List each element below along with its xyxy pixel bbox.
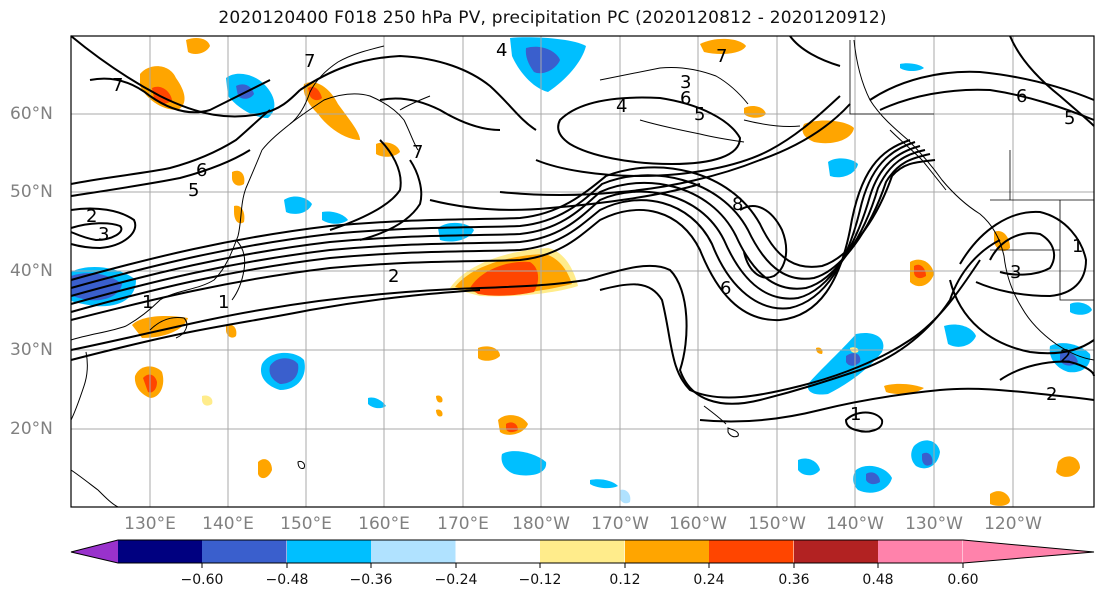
lon-label: 140°W (826, 514, 884, 534)
colorbar-segment (287, 540, 372, 563)
lon-label: 120°W (984, 514, 1042, 534)
lon-label: 160°E (358, 514, 410, 534)
contour-label: 6 (720, 278, 731, 299)
lat-label: 20°N (10, 419, 53, 439)
contour-label: 5 (694, 104, 705, 125)
contour-label: 2 (86, 206, 97, 227)
lon-label: 140°E (202, 514, 254, 534)
contour-label: 7 (716, 46, 727, 67)
contour-label: 2 (1060, 346, 1071, 367)
contour-label: 6 (1016, 86, 1027, 107)
lon-label: 170°E (437, 514, 489, 534)
colorbar-segment (118, 540, 203, 563)
lat-label: 60°N (10, 104, 53, 124)
colorbar-tick-label: 0.12 (609, 572, 640, 588)
colorbar-tick-label: −0.24 (435, 572, 478, 588)
lat-label: 30°N (10, 340, 53, 360)
lon-label: 130°E (124, 514, 176, 534)
lon-label: 170°W (591, 514, 649, 534)
colorbar-segment (456, 540, 541, 563)
colorbar-tick-label: 0.36 (778, 572, 809, 588)
contour-label: 4 (496, 40, 507, 61)
colorbar-segment (794, 540, 879, 563)
colorbar-tick-label: 0.24 (693, 572, 724, 588)
colorbar-tick-label: 0.60 (947, 572, 978, 588)
contour-label: 1 (850, 404, 861, 425)
colorbar-segment (540, 540, 625, 563)
colorbar-segment (371, 540, 456, 563)
contour-label: 3 (680, 72, 691, 93)
colorbar-segment (878, 540, 963, 563)
map-canvas: 7 7 7 7 6 6 5 4 4 8 6 5 3 2 3 2 1 1 2 1 … (0, 0, 1105, 601)
lat-label: 40°N (10, 261, 53, 281)
colorbar-segment (202, 540, 287, 563)
lat-label: 50°N (10, 182, 53, 202)
colorbar-arrow-right (963, 540, 1094, 563)
contour-label: 7 (412, 142, 423, 163)
colorbar-segment (625, 540, 710, 563)
contour-label: 3 (98, 224, 109, 245)
contour-label: 4 (616, 96, 627, 117)
colorbar-arrow-left (71, 540, 118, 563)
contour-label: 5 (188, 180, 199, 201)
colorbar-tick-label: −0.60 (181, 572, 224, 588)
contour-label: 2 (388, 266, 399, 287)
contour-label: 7 (304, 51, 315, 72)
colorbar-tick-label: −0.12 (519, 572, 562, 588)
colorbar (71, 540, 1094, 568)
lon-label: 160°W (669, 514, 727, 534)
contour-label: 3 (1010, 262, 1021, 283)
contour-label: 1 (1072, 236, 1083, 257)
lon-label: 150°E (280, 514, 332, 534)
lon-label: 150°W (748, 514, 806, 534)
contour-label: 8 (732, 194, 743, 215)
colorbar-tick-label: −0.48 (266, 572, 309, 588)
colorbar-segment (709, 540, 794, 563)
contour-label: 6 (196, 160, 207, 181)
colorbar-tick-label: 0.48 (862, 572, 893, 588)
contour-label: 2 (1046, 384, 1057, 405)
contour-label: 1 (142, 292, 153, 313)
contour-label: 5 (1064, 108, 1075, 129)
contour-label: 7 (112, 75, 123, 96)
contour-label: 1 (218, 292, 229, 313)
lon-label: 180°W (512, 514, 570, 534)
colorbar-tick-label: −0.36 (350, 572, 393, 588)
lon-label: 130°W (905, 514, 963, 534)
